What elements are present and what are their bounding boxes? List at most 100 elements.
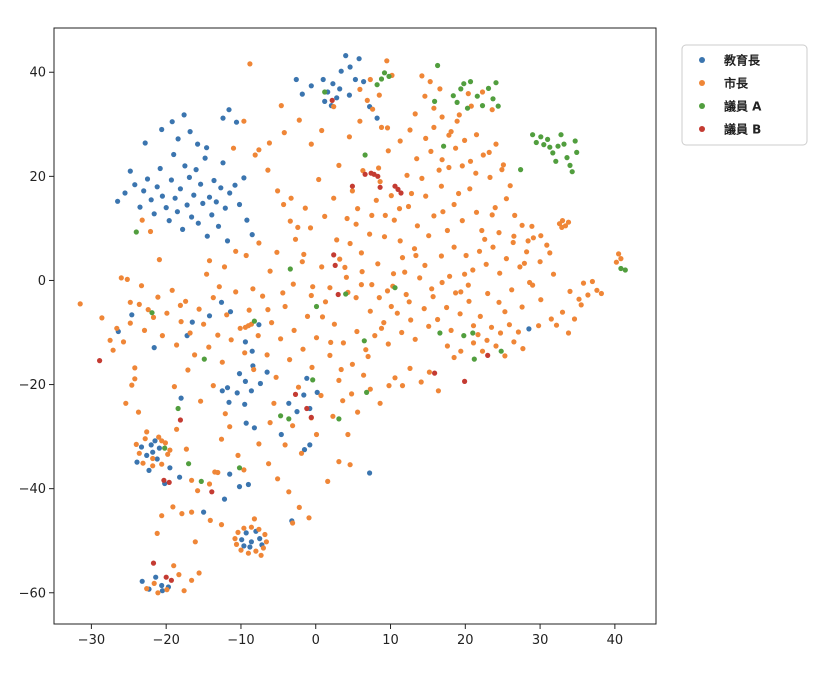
data-point	[168, 577, 174, 583]
x-tick-label: 30	[532, 633, 549, 648]
data-point	[244, 217, 250, 223]
data-point	[175, 405, 181, 412]
data-point	[249, 348, 255, 354]
data-point	[465, 282, 471, 288]
data-point	[495, 103, 501, 109]
data-point	[439, 114, 445, 120]
x-tick-label: 0	[312, 633, 320, 648]
data-point	[300, 346, 306, 352]
y-axis: −60 −40 −20 0 20 40	[19, 66, 54, 601]
data-point	[502, 309, 508, 315]
data-point	[198, 478, 204, 484]
data-point	[462, 271, 468, 277]
data-point	[530, 132, 536, 138]
data-point	[235, 452, 241, 458]
data-point	[296, 504, 302, 510]
data-point	[385, 148, 391, 154]
data-point	[594, 287, 600, 293]
data-point	[280, 290, 286, 296]
data-point	[248, 388, 254, 394]
data-point	[232, 536, 238, 542]
data-point	[376, 165, 382, 171]
data-point	[233, 289, 239, 295]
data-point	[346, 92, 352, 98]
data-point	[555, 143, 561, 149]
data-point	[181, 588, 187, 594]
data-point	[286, 400, 292, 406]
data-point	[558, 132, 564, 138]
data-point	[320, 76, 326, 83]
data-point	[204, 145, 210, 151]
data-point	[367, 231, 373, 237]
data-point	[331, 252, 337, 258]
data-point	[370, 106, 376, 112]
data-point	[493, 80, 499, 86]
data-point	[227, 424, 233, 430]
data-point	[110, 347, 116, 353]
data-point	[382, 212, 388, 218]
data-point	[241, 175, 247, 181]
data-point	[177, 186, 183, 192]
data-point	[224, 238, 231, 244]
data-point	[419, 175, 425, 181]
data-point	[384, 58, 390, 64]
data-point	[235, 529, 241, 536]
data-point	[310, 284, 316, 290]
data-point	[527, 279, 533, 286]
data-point	[179, 510, 185, 517]
data-point	[243, 530, 249, 536]
data-point	[500, 162, 506, 168]
data-point	[497, 270, 503, 276]
data-point	[538, 134, 544, 140]
data-point	[451, 354, 457, 361]
data-point	[336, 416, 342, 422]
data-point	[262, 531, 268, 538]
data-point	[233, 541, 240, 548]
data-point	[544, 242, 550, 248]
data-point	[464, 105, 471, 111]
data-point	[375, 173, 381, 179]
data-point	[355, 206, 361, 212]
data-point	[313, 431, 320, 438]
data-point	[357, 86, 363, 92]
data-point	[219, 359, 225, 365]
data-point	[220, 115, 226, 121]
data-point	[290, 423, 296, 429]
data-point	[349, 391, 355, 397]
data-point	[431, 213, 437, 219]
data-point	[221, 264, 228, 270]
data-point	[423, 135, 429, 141]
data-point	[361, 338, 367, 344]
data-point	[169, 119, 175, 125]
data-point	[124, 276, 130, 282]
data-point	[245, 481, 251, 488]
data-point	[338, 366, 344, 373]
data-point	[373, 197, 379, 203]
data-point	[369, 282, 375, 288]
data-point	[201, 509, 207, 515]
data-point	[547, 250, 553, 256]
data-point	[399, 383, 406, 389]
data-point	[211, 177, 217, 184]
data-point	[144, 586, 150, 592]
data-point	[550, 271, 557, 277]
data-point	[263, 539, 269, 545]
data-point	[144, 176, 151, 182]
data-point	[159, 461, 165, 467]
data-point	[260, 293, 266, 299]
data-point	[585, 292, 591, 298]
data-point	[524, 249, 530, 255]
series-0	[115, 53, 532, 594]
data-point	[453, 145, 459, 151]
data-point	[470, 330, 476, 336]
data-point	[253, 548, 259, 554]
legend-label: 議員 B	[724, 122, 761, 137]
data-point	[517, 264, 523, 270]
data-point	[487, 174, 493, 180]
data-point	[465, 91, 471, 97]
data-point	[493, 343, 499, 349]
data-point	[107, 337, 113, 343]
data-point	[548, 316, 554, 322]
data-point	[618, 256, 624, 262]
data-point	[337, 86, 343, 92]
